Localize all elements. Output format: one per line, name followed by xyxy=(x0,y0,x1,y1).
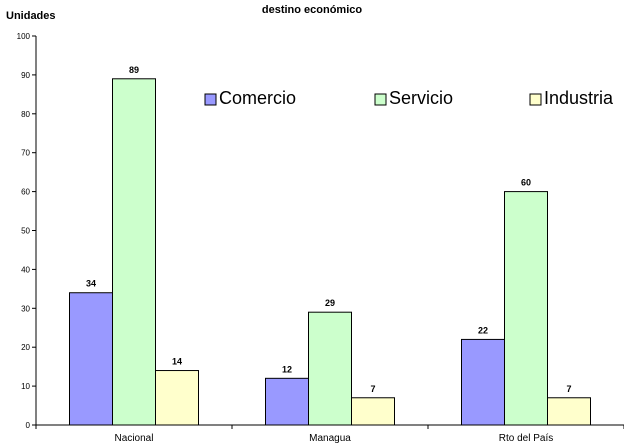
y-tick-label: 50 xyxy=(21,227,30,236)
data-label: 7 xyxy=(370,384,375,394)
y-tick-label: 0 xyxy=(26,421,31,430)
data-label: 89 xyxy=(129,65,139,75)
data-label: 12 xyxy=(282,364,292,374)
y-tick-label: 80 xyxy=(21,110,30,119)
x-tick-label: Managua xyxy=(309,433,351,444)
data-label: 7 xyxy=(566,384,571,394)
data-label: 60 xyxy=(521,178,531,188)
bar xyxy=(461,338,505,426)
bar xyxy=(308,311,352,426)
data-label: 22 xyxy=(478,325,488,335)
legend-swatch xyxy=(374,93,387,106)
bar xyxy=(504,191,548,426)
bar xyxy=(265,377,309,426)
bar xyxy=(351,397,395,426)
y-tick-label: 70 xyxy=(21,149,30,158)
x-tick-label: Nacional xyxy=(115,433,154,444)
bar xyxy=(155,370,199,426)
bar xyxy=(547,397,591,426)
legend-label: Comercio xyxy=(219,88,296,108)
bar xyxy=(69,292,113,426)
legend-label: Industria xyxy=(544,88,614,108)
y-tick-label: 20 xyxy=(21,343,30,352)
y-tick-label: 30 xyxy=(21,304,30,313)
data-label: 34 xyxy=(86,279,96,289)
y-tick-label: 60 xyxy=(21,188,30,197)
y-axis-label: Unidades xyxy=(6,10,56,22)
bar xyxy=(112,78,156,426)
legend-swatch xyxy=(204,93,217,106)
legend-label: Servicio xyxy=(389,88,453,108)
x-tick-label: Rto del País xyxy=(499,433,553,444)
y-tick-label: 10 xyxy=(21,382,30,391)
data-label: 29 xyxy=(325,298,335,308)
y-tick-label: 40 xyxy=(21,265,30,274)
data-label: 14 xyxy=(172,357,182,367)
legend-swatch xyxy=(529,93,542,106)
y-tick-label: 90 xyxy=(21,71,30,80)
chart-title: destino económico xyxy=(261,4,363,16)
y-tick-label: 100 xyxy=(17,32,31,41)
